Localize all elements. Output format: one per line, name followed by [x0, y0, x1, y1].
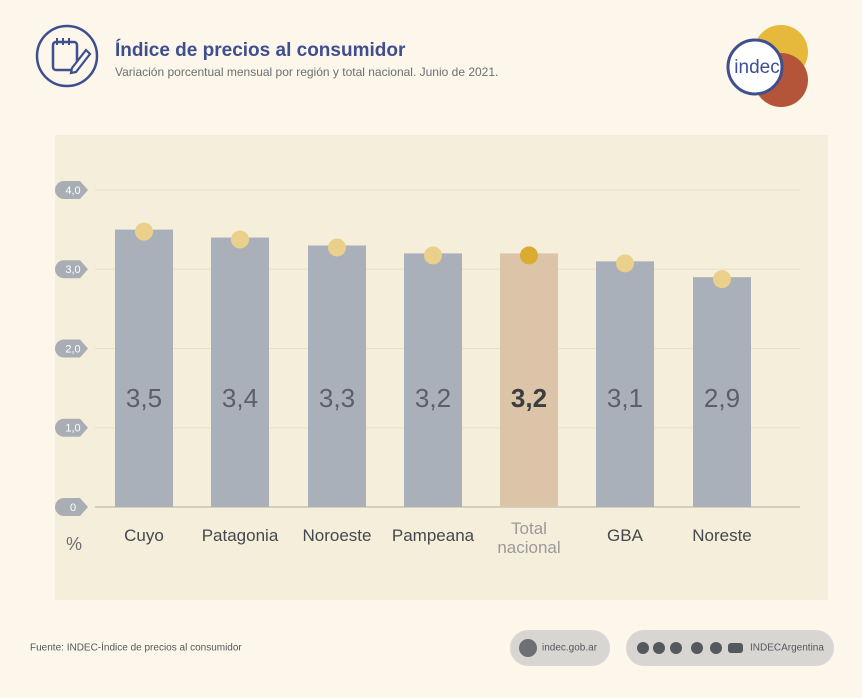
website-pill[interactable]: [510, 630, 610, 666]
y-tick-pill: [55, 498, 88, 516]
y-tick-label: 0: [70, 502, 76, 514]
value-label: 3,5: [126, 383, 162, 413]
header-icon: [35, 24, 99, 88]
chart-subtitle: Variación porcentual mensual por región …: [115, 65, 498, 79]
bar-marker: [713, 270, 731, 289]
value-label: 2,9: [704, 383, 740, 413]
logo: indec: [726, 25, 808, 107]
y-tick-label: 1,0: [65, 423, 80, 435]
bar-marker: [520, 246, 538, 265]
website[interactable]: indec.gob.ar: [542, 643, 598, 654]
value-label: 3,2: [511, 383, 547, 413]
web-icon: [519, 639, 537, 657]
x-tick-label: Patagonia: [201, 526, 279, 545]
bar: [211, 237, 269, 508]
chart-title: Índice de precios al consumidor: [115, 39, 406, 61]
bar-marker: [616, 254, 634, 273]
source: Fuente: INDEC-Índice de precios al consu…: [30, 641, 242, 654]
y-tick-pill: [55, 339, 88, 358]
bar-marker: [231, 230, 249, 249]
social-icons: [637, 642, 743, 654]
y-tick-label: 3,0: [65, 264, 80, 276]
bar: [596, 261, 654, 507]
bar: [500, 253, 558, 507]
bar: [404, 253, 462, 507]
social[interactable]: INDECArgentina: [750, 643, 824, 654]
x-tick-label: Cuyo: [124, 526, 164, 545]
value-label: 3,1: [607, 383, 643, 413]
logo-text: indec: [734, 57, 779, 78]
y-unit: %: [66, 534, 82, 554]
bar-marker: [135, 222, 153, 241]
y-tick-label: 2,0: [65, 343, 80, 355]
bar-marker: [424, 246, 442, 265]
x-tick-label: Pampeana: [391, 526, 475, 545]
value-label: 3,2: [415, 383, 451, 413]
x-tick-label: Noroeste: [302, 526, 372, 545]
value-label: 3,4: [222, 383, 258, 413]
value-label: 3,3: [319, 383, 355, 413]
x-tick-label: Total nacional: [497, 519, 561, 557]
bar-marker: [328, 238, 346, 257]
x-tick-label: GBA: [607, 526, 643, 545]
bar: [115, 229, 173, 507]
y-tick-label: 4,0: [65, 185, 80, 197]
y-tick-pill: [55, 418, 88, 437]
bar: [693, 277, 751, 507]
y-tick-pill: [55, 181, 88, 199]
bar: [308, 245, 366, 507]
x-tick-label: Noreste: [692, 526, 752, 545]
y-tick-pill: [55, 260, 88, 279]
